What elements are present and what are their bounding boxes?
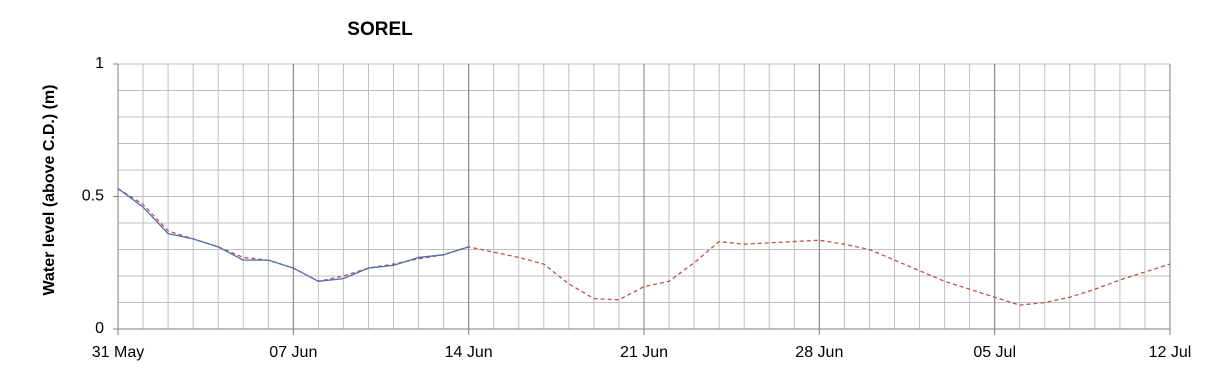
x-tick-label: 14 Jun: [445, 344, 493, 361]
data-line: [117, 188, 469, 282]
x-tick-label: 12 Jul: [1149, 344, 1192, 361]
x-tick-label: 31 May: [92, 344, 144, 361]
x-tick-label: 28 Jun: [795, 344, 843, 361]
x-tick-label: 05 Jul: [973, 344, 1016, 361]
y-tick-label: 0: [95, 320, 104, 337]
x-tick-label: 07 Jun: [269, 344, 317, 361]
x-tick-label: 21 Jun: [620, 344, 668, 361]
y-tick-label: 1: [95, 55, 104, 72]
chart-title: SOREL: [347, 19, 413, 40]
y-axis-label: Water level (above C.D.) (m): [41, 84, 58, 296]
y-tick-label: 0.5: [82, 188, 104, 205]
